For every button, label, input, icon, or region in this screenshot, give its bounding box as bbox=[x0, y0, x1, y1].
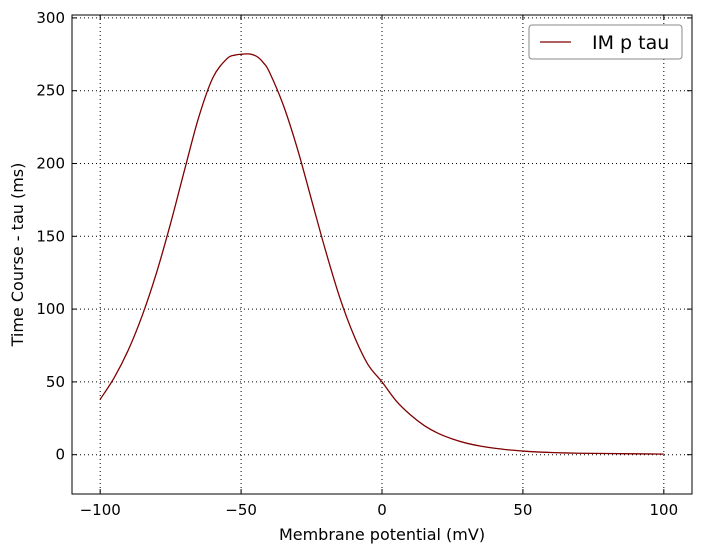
label-layer: −100 −50 0 50 100 0 50 100 150 200 250 300 bbox=[36, 9, 678, 519]
y-tick-label: 250 bbox=[36, 82, 65, 100]
grid-layer bbox=[72, 15, 692, 494]
legend: IM p tau bbox=[528, 24, 683, 60]
legend-label-im-p-tau: IM p tau bbox=[592, 32, 669, 54]
x-tick-label: 50 bbox=[513, 501, 532, 519]
legend-box bbox=[528, 24, 683, 60]
x-axis-title: Membrane potential (mV) bbox=[279, 525, 485, 544]
x-tick-label: 100 bbox=[649, 501, 678, 519]
y-tick-label: 0 bbox=[55, 446, 65, 464]
y-tick-label: 50 bbox=[46, 373, 65, 391]
y-tick-label: 300 bbox=[36, 9, 65, 27]
series-layer bbox=[99, 53, 664, 455]
x-tick-label: 0 bbox=[377, 501, 387, 519]
y-tick-label: 200 bbox=[36, 155, 65, 173]
y-tick-label: 150 bbox=[36, 227, 65, 245]
x-tick-label: −50 bbox=[225, 501, 257, 519]
y-axis-title: Time Course - tau (ms) bbox=[8, 163, 27, 348]
x-tick-label: −100 bbox=[80, 501, 121, 519]
y-tick-label: 100 bbox=[36, 300, 65, 318]
series-line-im-p-tau bbox=[99, 53, 664, 455]
tick-layer bbox=[72, 15, 692, 494]
